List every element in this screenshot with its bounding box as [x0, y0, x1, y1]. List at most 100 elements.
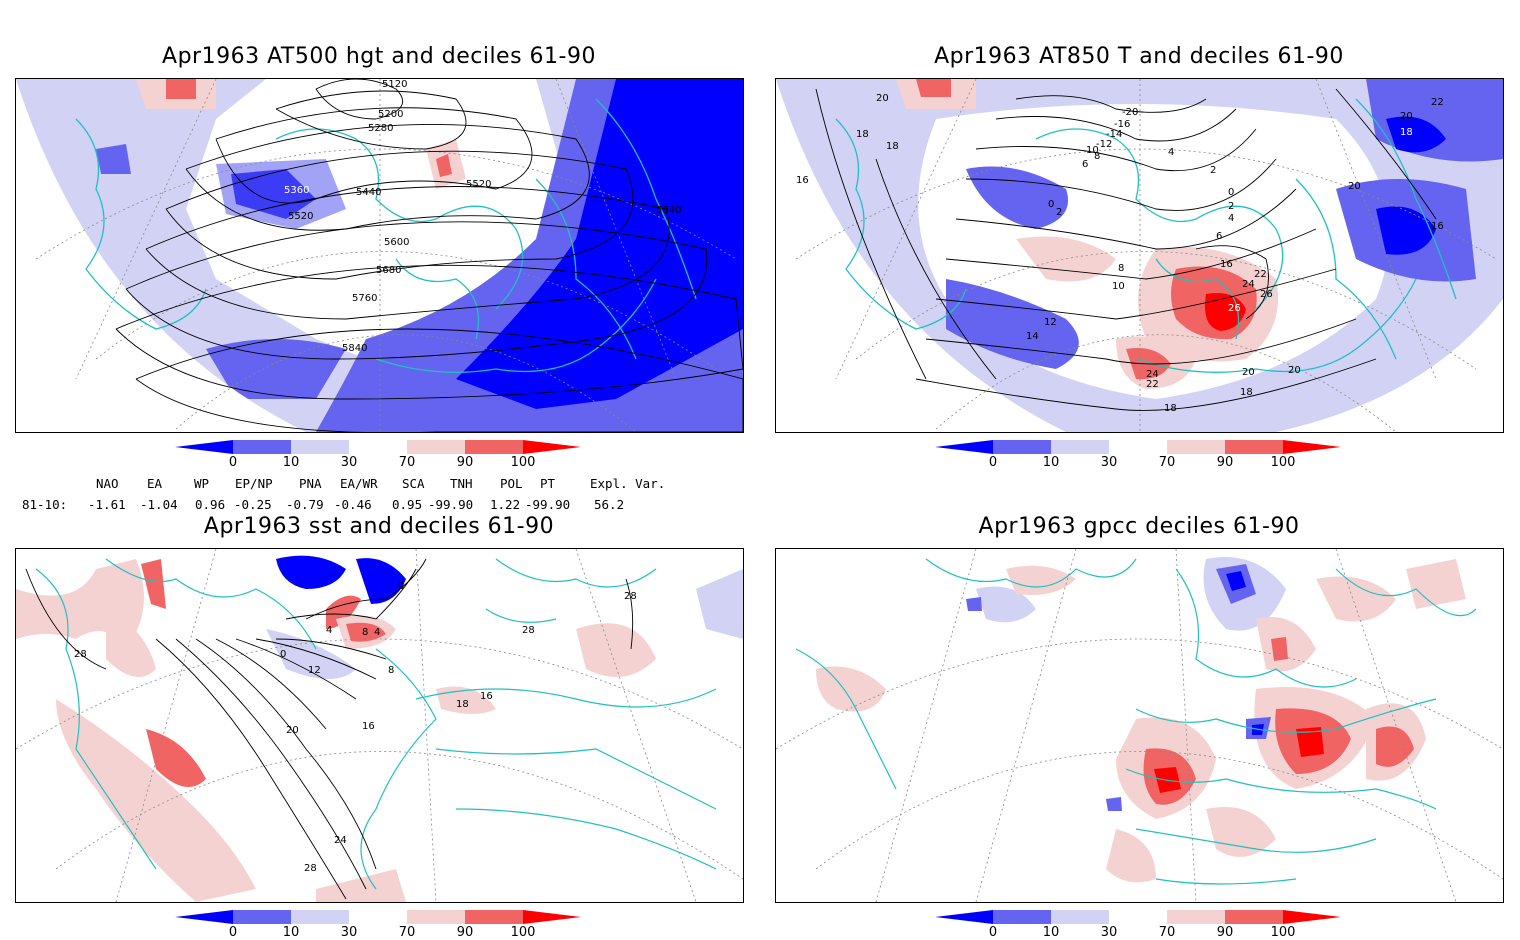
svg-text:2: 2 — [1210, 165, 1216, 176]
colorbar-arrow-low — [175, 910, 233, 924]
colorbar-segment — [407, 440, 465, 454]
index-row-label: 81-10: — [22, 497, 68, 512]
colorbar-tick-label: 30 — [1100, 455, 1118, 470]
index-header-pt: PT — [540, 476, 556, 491]
colorbar-arrow-low — [175, 440, 233, 454]
map-gpcc — [776, 549, 1503, 902]
index-header-pna: PNA — [299, 476, 322, 491]
colorbar-segment — [465, 910, 523, 924]
index-value-pt: -99.90 — [525, 497, 571, 512]
svg-text:18: 18 — [1240, 387, 1253, 398]
colorbar-svg — [175, 910, 581, 924]
index-value-expl-var: 56.2 — [594, 497, 625, 512]
colorbar-segment — [1225, 910, 1283, 924]
colorbar-segment — [465, 440, 523, 454]
colorbar-segment — [349, 910, 407, 924]
index-header-pol: POL — [500, 476, 523, 491]
svg-text:28: 28 — [74, 649, 87, 660]
colorbar-segment — [291, 440, 349, 454]
svg-text:5840: 5840 — [342, 343, 367, 354]
index-value-pol: 1.22 — [490, 497, 521, 512]
panel-title-gpcc: Apr1963 gpcc deciles 61-90 — [978, 514, 1300, 539]
map-t850: 20 18 18 16 16 22 20 18 20 -20 -16 -14 -… — [776, 79, 1503, 432]
svg-text:20: 20 — [1288, 365, 1301, 376]
colorbar-tick-label: 30 — [340, 925, 358, 940]
colorbar-tick-label: 0 — [988, 925, 998, 940]
colorbar-segment — [1225, 440, 1283, 454]
index-value-sca: 0.95 — [392, 497, 423, 512]
panel-title-hgt500: Apr1963 AT500 hgt and deciles 61-90 — [162, 44, 596, 69]
colorbar-tick-label: 100 — [510, 925, 536, 940]
svg-text:10: 10 — [1086, 145, 1099, 156]
index-value-wp: 0.96 — [195, 497, 226, 512]
colorbar-tick-label: 100 — [1270, 455, 1296, 470]
colorbar-segment — [1167, 440, 1225, 454]
svg-text:24: 24 — [1146, 369, 1159, 380]
index-value-ea: -1.04 — [140, 497, 178, 512]
index-value-nao: -1.61 — [88, 497, 126, 512]
svg-text:6: 6 — [1082, 159, 1088, 170]
svg-text:2: 2 — [1056, 207, 1062, 218]
colorbar-tick-label: 30 — [1100, 925, 1118, 940]
colorbar-tick-label: 90 — [1216, 925, 1234, 940]
svg-text:14: 14 — [1026, 331, 1039, 342]
svg-text:18: 18 — [856, 129, 869, 140]
colorbar-arrow-high — [1283, 910, 1341, 924]
svg-text:5520: 5520 — [288, 211, 313, 222]
index-value-eawr: -0.46 — [334, 497, 372, 512]
colorbar-tick-label: 70 — [1158, 925, 1176, 940]
svg-text:5200: 5200 — [378, 109, 403, 120]
svg-text:16: 16 — [796, 175, 809, 186]
svg-text:5680: 5680 — [376, 265, 401, 276]
svg-text:0: 0 — [280, 649, 286, 660]
svg-text:24: 24 — [1242, 279, 1255, 290]
svg-text:12: 12 — [308, 665, 321, 676]
map-hgt500: 5120 5200 5280 5360 5440 5520 5520 5600 … — [16, 79, 743, 432]
svg-text:0: 0 — [398, 581, 404, 592]
svg-text:16: 16 — [362, 721, 375, 732]
colorbar-hgt500: 0 10 30 70 90 100 — [175, 438, 585, 470]
svg-text:-12: -12 — [1096, 139, 1112, 150]
colorbar-segment — [1109, 440, 1167, 454]
index-header-expl-var: Expl. Var. — [590, 476, 666, 491]
svg-text:16: 16 — [480, 691, 493, 702]
svg-text:5600: 5600 — [384, 237, 409, 248]
teleconnection-indices: NAO EA WP EP/NP PNA EA/WR SCA TNH POL PT… — [0, 472, 760, 516]
index-header-epnp: EP/NP — [235, 476, 273, 491]
svg-text:2: 2 — [1228, 201, 1234, 212]
colorbar-segment — [349, 440, 407, 454]
svg-text:4: 4 — [326, 625, 332, 636]
svg-text:-16: -16 — [1114, 119, 1130, 130]
svg-text:8: 8 — [1094, 151, 1100, 162]
svg-text:5520: 5520 — [466, 179, 491, 190]
colorbar-segment — [1051, 440, 1109, 454]
colorbar-tick-label: 90 — [456, 455, 474, 470]
colorbar-arrow-low — [935, 910, 993, 924]
svg-text:24: 24 — [334, 835, 347, 846]
colorbar-segment — [993, 910, 1051, 924]
colorbar-tick-label: 0 — [988, 455, 998, 470]
colorbar-segment — [233, 440, 291, 454]
colorbar-tick-label: 70 — [1158, 455, 1176, 470]
colorbar-tick-label: 70 — [398, 455, 416, 470]
map-sst: 28 0 4 8 12 16 20 24 28 0 4 8 16 18 28 2… — [16, 549, 743, 902]
svg-text:8: 8 — [362, 627, 368, 638]
map-panel-sst: 28 0 4 8 12 16 20 24 28 0 4 8 16 18 28 2… — [15, 548, 744, 903]
svg-text:0: 0 — [1228, 187, 1234, 198]
colorbar-segment — [233, 910, 291, 924]
index-value-epnp: -0.25 — [234, 497, 272, 512]
colorbar-svg — [935, 440, 1341, 454]
colorbar-tick-label: 0 — [228, 455, 238, 470]
index-header-sca: SCA — [402, 476, 425, 491]
svg-text:12: 12 — [1044, 317, 1057, 328]
colorbar-sst: 0 10 30 70 90 100 — [175, 908, 585, 940]
svg-text:0: 0 — [1048, 199, 1054, 210]
svg-text:26: 26 — [1260, 289, 1273, 300]
colorbar-tick-label: 10 — [282, 455, 300, 470]
colorbar-arrow-high — [1283, 440, 1341, 454]
svg-text:16: 16 — [1220, 259, 1233, 270]
colorbar-svg — [175, 440, 581, 454]
index-header-tnh: TNH — [450, 476, 473, 491]
colorbar-tick-label: 90 — [1216, 455, 1234, 470]
colorbar-tick-label: 100 — [1270, 925, 1296, 940]
